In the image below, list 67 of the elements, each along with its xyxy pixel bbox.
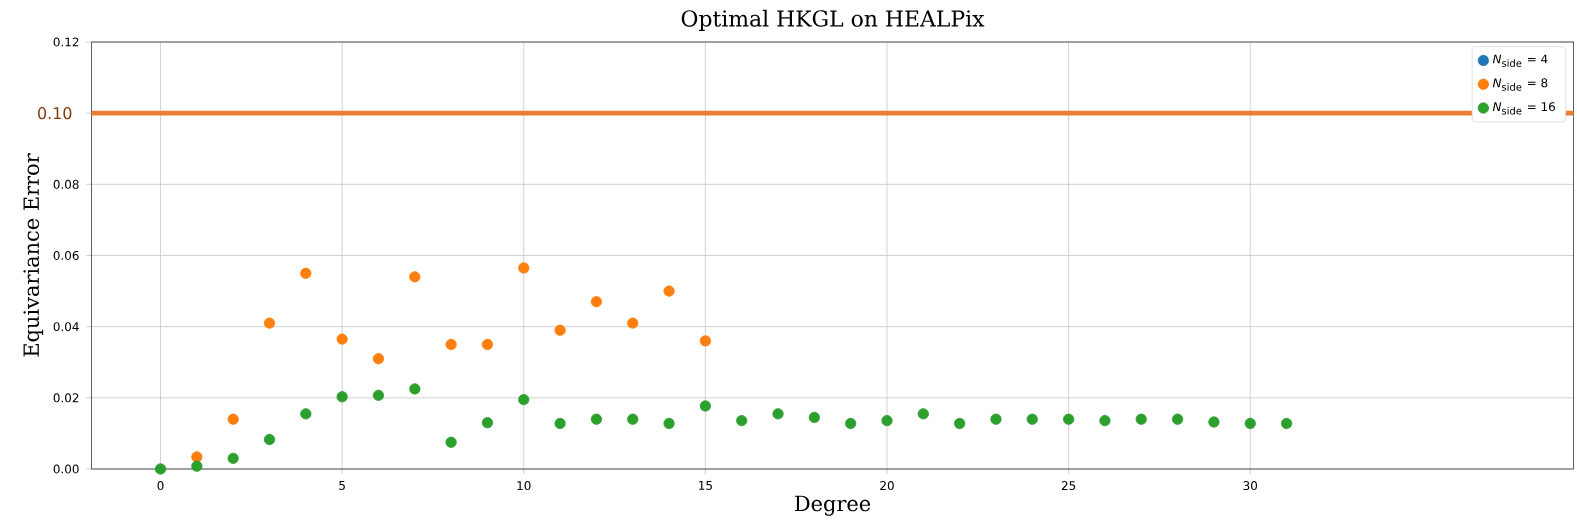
point: [554, 324, 566, 336]
ref-line-label: 0.10: [38, 107, 72, 120]
y-tick-label: 0.00: [53, 464, 79, 474]
point: [372, 353, 385, 365]
point: [1026, 413, 1038, 425]
point: [954, 417, 966, 430]
point: [1280, 417, 1293, 430]
y-tick-label: 0.12: [53, 37, 79, 47]
point: [409, 271, 421, 283]
point: [227, 413, 239, 425]
y-axis-title: Equivariance Error: [23, 153, 44, 357]
point: [627, 413, 639, 425]
point: [663, 417, 675, 430]
point: [481, 417, 494, 429]
point: [518, 394, 530, 406]
legend-label: N$_{side}$ = 16: [1492, 102, 1555, 115]
point: [990, 413, 1002, 425]
point: [1244, 417, 1256, 430]
x-tick-label: 5: [339, 481, 345, 490]
point: [336, 333, 348, 345]
x-tick-label: 20: [880, 481, 894, 491]
point: [445, 436, 457, 448]
point: [554, 417, 566, 430]
x-tick-label: 30: [1243, 481, 1258, 491]
x-tick-label: 10: [517, 481, 531, 491]
legend-label: N$_{side}$ = 4: [1492, 54, 1548, 67]
point: [263, 433, 276, 446]
x-tick-label: 15: [699, 481, 712, 490]
y-tick-label: 0.06: [53, 250, 79, 261]
point: [300, 267, 312, 279]
point: [917, 408, 929, 420]
point: [736, 415, 748, 427]
point: [518, 262, 530, 274]
chart-title: Optimal HKGL on HEALPix: [681, 9, 985, 32]
point: [845, 417, 857, 430]
point: [191, 460, 203, 472]
point: [1063, 413, 1075, 425]
point: [481, 338, 494, 351]
y-tick-label: 0.08: [53, 179, 79, 189]
point: [263, 317, 276, 329]
point: [881, 415, 893, 427]
point: [1135, 413, 1147, 425]
point: [1099, 415, 1111, 427]
point: [590, 296, 602, 308]
point: [227, 452, 239, 464]
point: [409, 383, 421, 395]
x-tick-label: 0: [157, 481, 164, 491]
point: [154, 463, 167, 475]
point: [699, 335, 711, 347]
x-axis-title: Degree: [795, 495, 871, 516]
point: [772, 408, 784, 420]
legend-label: N$_{side}$ = 8: [1492, 78, 1548, 91]
point: [808, 411, 820, 423]
point: [372, 389, 385, 401]
point: [590, 413, 602, 425]
y-tick-label: 0.04: [53, 322, 79, 332]
y-tick-label: 0.02: [53, 393, 79, 403]
point: [336, 391, 348, 403]
point: [1208, 416, 1220, 428]
point: [699, 400, 711, 412]
point: [191, 451, 203, 463]
point: [627, 317, 639, 329]
point: [663, 285, 675, 297]
point: [300, 408, 312, 420]
point: [445, 338, 457, 351]
point: [1171, 413, 1184, 425]
x-tick-label: 25: [1061, 481, 1076, 491]
